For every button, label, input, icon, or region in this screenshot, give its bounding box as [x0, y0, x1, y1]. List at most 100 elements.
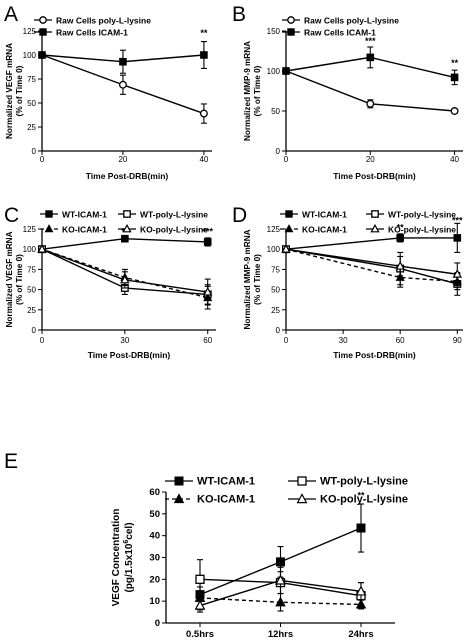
- p3-data-point-0: [396, 234, 404, 242]
- p0-data-point-0: [199, 109, 208, 118]
- p4-legend-label-3: KO-poly-L-lysine: [320, 494, 408, 506]
- p2-x-tick-label: 60: [203, 336, 212, 345]
- p0-legend-marker-0: [39, 16, 47, 24]
- p0-x-tick-label: 20: [118, 155, 127, 164]
- p3-data-point-3: [395, 261, 405, 270]
- p0-legend-marker-1: [39, 28, 47, 36]
- p2-data-point-3: [120, 274, 130, 284]
- p4-data-point-1: [195, 574, 205, 584]
- panel-label-c: C: [4, 204, 19, 227]
- p4-significance-label: **: [357, 491, 365, 501]
- p2-legend-label-0: WT-ICAM-1: [62, 210, 107, 220]
- p0-significance-label: **: [200, 28, 208, 38]
- p3-y-tick-label: 100: [267, 245, 281, 254]
- panel-label-a: A: [4, 3, 18, 26]
- p3-data-point-0: [453, 234, 462, 242]
- p3-series-line-3: [285, 248, 458, 275]
- p3-x-tick-label: 30: [339, 336, 348, 345]
- p1-y-tick-label: 150: [267, 27, 281, 36]
- p0-y-axis-label: Normalized VEGF mRNA: [5, 43, 14, 139]
- p3-x-tick-label: 90: [453, 336, 462, 345]
- p2-y-tick-label: 25: [27, 306, 36, 315]
- p3-data-point-3: [281, 244, 291, 253]
- p3-y-tick-label: 25: [271, 306, 280, 315]
- p0-x-axis-label: Time Post-DRB(min): [86, 171, 169, 181]
- p4-y-tick-label: 0: [155, 618, 160, 629]
- p3-legend-marker-0: [285, 210, 293, 218]
- p1-data-point-1: [366, 53, 375, 62]
- p0-data-point-1: [38, 51, 46, 59]
- p4-y-axis-label-unit: (pg/1.5x106cel): [123, 522, 135, 592]
- p2-data-point-3: [37, 244, 47, 253]
- p1-data-point-1: [282, 67, 290, 75]
- p4-y-tick-label: 20: [149, 574, 160, 585]
- p4-data-point-3: [194, 599, 206, 610]
- p4-legend-marker-3: [296, 493, 308, 504]
- p2-y-tick-label: 100: [23, 245, 37, 254]
- p2-data-point-3: [203, 286, 213, 296]
- p0-data-point-1: [200, 51, 208, 59]
- p4-x-tick-label: 12hrs: [268, 629, 293, 640]
- p4-data-point-0: [276, 557, 285, 567]
- p0-y-axis-label-unit: (% of Time 0): [15, 65, 24, 116]
- p4-data-point-3: [275, 574, 286, 585]
- p1-legend-marker-0: [287, 16, 295, 24]
- panel-label-d: D: [232, 204, 247, 227]
- p1-y-tick-label: 50: [271, 107, 280, 116]
- p3-significance-label: **: [397, 223, 405, 233]
- p2-x-tick-label: 30: [120, 336, 129, 345]
- p1-x-axis-label: Time Post-DRB(min): [333, 171, 416, 181]
- p3-y-tick-label: 75: [271, 265, 280, 274]
- p3-legend-marker-1: [371, 210, 379, 218]
- p1-x-tick-label: 0: [284, 155, 289, 164]
- panel-label-e: E: [4, 450, 18, 473]
- p0-y-tick-label: 50: [27, 99, 36, 108]
- p2-data-point-0: [121, 234, 129, 243]
- p2-legend-marker-2: [44, 224, 54, 233]
- p0-legend-label-1: Raw Cells ICAM-1: [56, 28, 128, 38]
- p1-y-tick-label: 0: [276, 147, 281, 156]
- p3-legend-marker-2: [284, 224, 294, 233]
- p2-y-tick-label: 75: [27, 265, 36, 274]
- p4-legend-label-0: WT-ICAM-1: [197, 476, 255, 488]
- p1-data-point-1: [450, 73, 459, 82]
- p4-data-point-2: [355, 598, 367, 609]
- p3-legend-label-3: KO-poly-L-lysine: [388, 225, 456, 235]
- p0-y-tick-label: 125: [23, 27, 37, 36]
- p4-x-tick-label: 0.5hrs: [186, 629, 214, 640]
- p0-legend-label-0: Raw Cells poly-L-lysine: [56, 16, 151, 26]
- p2-legend-marker-1: [123, 210, 131, 218]
- p0-x-tick-label: 0: [40, 155, 45, 164]
- p2-legend-marker-0: [45, 210, 53, 218]
- p2-y-axis-label-unit: (% of Time 0): [15, 254, 24, 305]
- p2-x-axis-label: Time Post-DRB(min): [88, 350, 171, 360]
- p2-legend-label-2: KO-ICAM-1: [62, 225, 107, 235]
- p4-y-tick-label: 10: [149, 596, 160, 607]
- p3-data-point-3: [452, 269, 462, 278]
- p1-significance-label: ***: [365, 36, 376, 46]
- p4-data-point-3: [355, 585, 367, 596]
- p4-y-axis-label: VEGF Concentration: [111, 509, 122, 607]
- p3-x-tick-label: 0: [284, 336, 289, 345]
- p3-x-tick-label: 60: [396, 336, 405, 345]
- p4-legend-label-2: KO-ICAM-1: [197, 494, 255, 506]
- p1-significance-label: **: [451, 58, 459, 68]
- p4-y-tick-label: 60: [149, 487, 160, 498]
- p3-legend-label-1: WT-poly-L-lysine: [388, 210, 456, 220]
- p4-legend-marker-0: [174, 476, 184, 486]
- p1-y-axis-label: Normalized MMP-9 mRNA: [243, 41, 252, 141]
- p2-y-tick-label: 0: [32, 326, 37, 335]
- p1-data-point-0: [366, 99, 375, 108]
- p4-legend-marker-2: [173, 493, 185, 504]
- p0-y-tick-label: 75: [27, 75, 36, 84]
- p0-data-point-0: [119, 80, 127, 89]
- p2-data-point-0: [203, 238, 212, 246]
- p3-series-line-1: [285, 248, 458, 285]
- p2-y-tick-label: 125: [23, 225, 37, 234]
- p4-legend-label-1: WT-poly-L-lysine: [320, 476, 408, 488]
- p4-x-tick-label: 24hrs: [348, 629, 373, 640]
- p3-y-tick-label: 50: [271, 286, 280, 295]
- p3-y-tick-label: 0: [276, 326, 281, 335]
- p4-y-tick-label: 30: [149, 553, 160, 564]
